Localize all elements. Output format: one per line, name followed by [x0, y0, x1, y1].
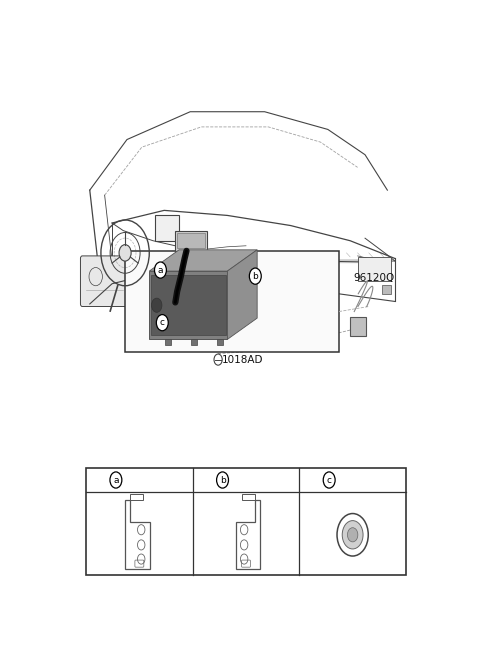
FancyBboxPatch shape	[191, 340, 197, 346]
Text: c: c	[160, 318, 165, 327]
Text: 96560F: 96560F	[197, 303, 236, 313]
FancyBboxPatch shape	[81, 256, 129, 306]
FancyBboxPatch shape	[140, 306, 162, 324]
Circle shape	[216, 472, 228, 488]
Text: b: b	[220, 476, 226, 484]
FancyBboxPatch shape	[165, 340, 171, 346]
FancyBboxPatch shape	[86, 468, 406, 575]
Text: 96173: 96173	[339, 475, 372, 485]
Text: 96120Q: 96120Q	[354, 273, 395, 283]
Circle shape	[342, 520, 363, 549]
Polygon shape	[149, 250, 257, 271]
FancyBboxPatch shape	[382, 284, 391, 294]
Text: 96155E: 96155E	[229, 475, 269, 485]
Circle shape	[110, 472, 122, 488]
Circle shape	[152, 298, 162, 312]
Text: c: c	[327, 476, 332, 484]
Text: b: b	[252, 271, 258, 281]
Circle shape	[155, 262, 167, 278]
FancyBboxPatch shape	[175, 231, 207, 251]
Polygon shape	[151, 275, 226, 335]
Circle shape	[348, 528, 358, 542]
Text: 96560F: 96560F	[197, 303, 236, 313]
FancyBboxPatch shape	[358, 257, 391, 281]
FancyBboxPatch shape	[125, 251, 339, 352]
FancyBboxPatch shape	[217, 340, 223, 346]
Polygon shape	[134, 296, 190, 327]
Text: 1018AD: 1018AD	[222, 355, 264, 365]
FancyBboxPatch shape	[350, 317, 366, 336]
FancyBboxPatch shape	[175, 251, 185, 262]
Text: a: a	[158, 265, 163, 275]
FancyBboxPatch shape	[155, 215, 179, 240]
Circle shape	[323, 472, 335, 488]
Circle shape	[156, 315, 168, 330]
Text: a: a	[113, 476, 119, 484]
Polygon shape	[149, 271, 228, 340]
Text: 96155D: 96155D	[122, 475, 163, 485]
Circle shape	[119, 244, 131, 261]
Circle shape	[249, 268, 261, 284]
Polygon shape	[228, 250, 257, 340]
FancyBboxPatch shape	[177, 233, 205, 248]
